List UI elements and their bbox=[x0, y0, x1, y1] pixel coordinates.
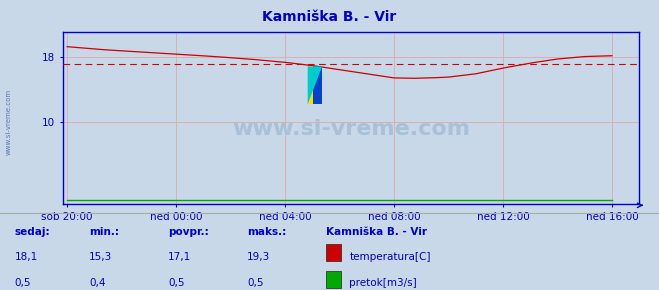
Text: Kamniška B. - Vir: Kamniška B. - Vir bbox=[262, 10, 397, 24]
Text: 0,4: 0,4 bbox=[89, 278, 105, 289]
Text: povpr.:: povpr.: bbox=[168, 227, 209, 237]
Text: 0,5: 0,5 bbox=[168, 278, 185, 289]
Text: pretok[m3/s]: pretok[m3/s] bbox=[349, 278, 417, 289]
Text: maks.:: maks.: bbox=[247, 227, 287, 237]
Text: 0,5: 0,5 bbox=[14, 278, 31, 289]
Polygon shape bbox=[308, 66, 322, 104]
FancyBboxPatch shape bbox=[308, 66, 322, 104]
Text: min.:: min.: bbox=[89, 227, 119, 237]
Bar bbox=[326, 244, 341, 261]
Text: www.si-vreme.com: www.si-vreme.com bbox=[232, 119, 470, 139]
Text: temperatura[C]: temperatura[C] bbox=[349, 251, 431, 262]
Text: 17,1: 17,1 bbox=[168, 251, 191, 262]
Text: 19,3: 19,3 bbox=[247, 251, 270, 262]
FancyBboxPatch shape bbox=[314, 66, 322, 104]
Text: 15,3: 15,3 bbox=[89, 251, 112, 262]
Text: www.si-vreme.com: www.si-vreme.com bbox=[5, 89, 11, 155]
Text: Kamniška B. - Vir: Kamniška B. - Vir bbox=[326, 227, 427, 237]
Text: sedaj:: sedaj: bbox=[14, 227, 50, 237]
Text: 0,5: 0,5 bbox=[247, 278, 264, 289]
Text: 18,1: 18,1 bbox=[14, 251, 38, 262]
Bar bbox=[326, 271, 341, 288]
